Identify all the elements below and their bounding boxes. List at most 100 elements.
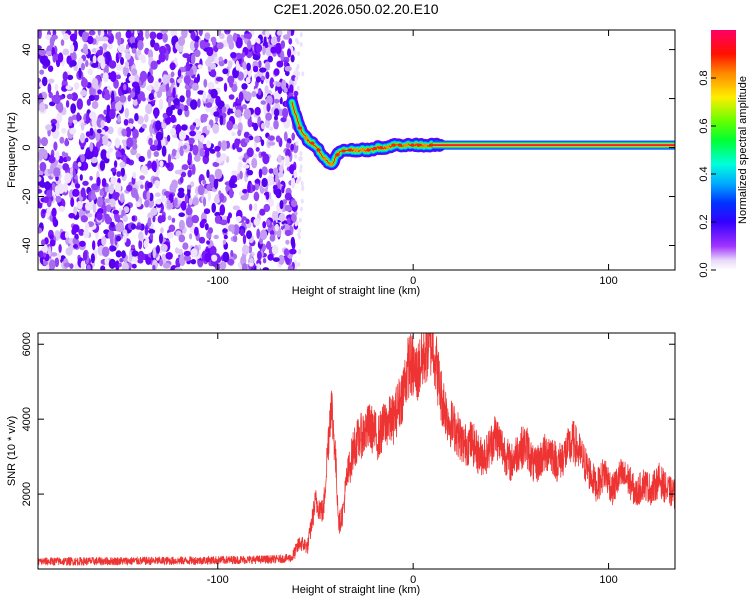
noise-blob xyxy=(152,247,156,259)
noise-blob xyxy=(223,234,228,240)
noise-blob xyxy=(90,193,97,201)
noise-blob xyxy=(72,224,80,233)
noise-blob xyxy=(158,98,164,111)
noise-blob xyxy=(297,71,300,77)
noise-blob xyxy=(108,108,116,120)
noise-blob xyxy=(299,151,303,156)
noise-blob xyxy=(183,250,192,257)
noise-blob xyxy=(132,143,138,150)
noise-blob xyxy=(206,183,212,191)
noise-blob xyxy=(79,132,86,144)
noise-blob xyxy=(81,78,88,88)
colorbar: 0.0 0.2 0.4 0.6 0.8 Normalized spectral ampl… xyxy=(698,30,749,278)
noise-blob xyxy=(254,106,261,116)
noise-blob xyxy=(189,68,194,77)
noise-blob xyxy=(76,112,81,122)
noise-blob xyxy=(92,202,97,214)
colorbar-tick-label: 0.0 xyxy=(698,262,710,277)
noise-blob xyxy=(139,175,145,181)
noise-blob xyxy=(178,219,185,231)
noise-blob xyxy=(70,103,77,114)
noise-blob xyxy=(41,239,46,247)
noise-blob xyxy=(293,169,298,179)
noise-blob xyxy=(235,60,240,71)
noise-blob xyxy=(131,68,138,76)
noise-blob xyxy=(194,41,199,50)
noise-blob xyxy=(191,82,199,91)
y-tick-label: 0 xyxy=(21,145,33,151)
noise-blob xyxy=(178,212,185,217)
snr-y-ticks: 2000 4000 6000 xyxy=(21,332,675,506)
noise-blob xyxy=(291,132,296,141)
noise-blob xyxy=(280,40,285,49)
noise-blob xyxy=(276,30,283,36)
noise-blob xyxy=(167,215,172,221)
noise-blob xyxy=(43,149,48,160)
noise-blob xyxy=(149,31,157,40)
spectrogram-panel: -100 0 100 -40 -20 0 20 40 Height of straight … xyxy=(6,29,676,297)
noise-blob xyxy=(106,150,111,159)
noise-blob xyxy=(298,228,302,233)
noise-blob xyxy=(240,216,247,221)
noise-blob xyxy=(103,109,107,115)
noise-blob xyxy=(107,43,113,50)
noise-blob xyxy=(265,71,270,79)
noise-blob xyxy=(259,67,267,73)
noise-blob xyxy=(220,153,227,161)
noise-blob xyxy=(71,114,78,121)
noise-blob xyxy=(102,72,109,83)
noise-blob xyxy=(293,90,299,97)
noise-blob xyxy=(260,75,266,81)
noise-blob xyxy=(100,119,105,129)
noise-blob xyxy=(128,75,133,82)
noise-blob xyxy=(62,48,70,56)
noise-blob xyxy=(121,262,129,270)
noise-blob xyxy=(137,250,145,262)
noise-blob xyxy=(297,262,301,268)
noise-blob xyxy=(265,30,270,38)
ridge-peak xyxy=(347,148,353,152)
ridge-peak xyxy=(366,148,371,152)
noise-blob xyxy=(38,176,42,182)
noise-blob xyxy=(246,147,254,158)
ridge-peak xyxy=(297,126,302,130)
snr-frame xyxy=(37,332,676,570)
noise-blob xyxy=(237,71,244,81)
noise-blob xyxy=(211,254,218,262)
noise-blob xyxy=(253,218,261,226)
noise-blob xyxy=(58,205,65,212)
noise-blob xyxy=(115,260,120,270)
noise-blob xyxy=(271,244,279,255)
noise-blob xyxy=(180,171,187,178)
noise-blob xyxy=(148,229,156,234)
noise-blob xyxy=(134,84,141,95)
noise-blob xyxy=(125,30,132,39)
noise-blob xyxy=(89,127,94,136)
noise-blob xyxy=(126,184,133,192)
noise-blob xyxy=(266,240,272,250)
noise-blob xyxy=(221,106,227,113)
noise-blob xyxy=(254,179,261,184)
noise-blob xyxy=(235,215,242,223)
noise-blob xyxy=(301,71,305,77)
ridge-peak xyxy=(303,136,309,140)
noise-blob xyxy=(51,182,56,191)
noise-blob xyxy=(145,103,153,115)
noise-blob xyxy=(248,245,253,254)
ridge-peak xyxy=(428,143,434,147)
noise-blob xyxy=(279,164,284,174)
ridge-peak xyxy=(316,148,321,152)
ridge-peak xyxy=(385,145,390,149)
noise-blob xyxy=(226,34,234,45)
noise-blob xyxy=(249,258,254,263)
noise-blob xyxy=(171,179,178,190)
noise-blob xyxy=(120,57,124,65)
noise-blob xyxy=(214,145,221,152)
ridge-peak xyxy=(310,141,315,145)
noise-blob xyxy=(47,83,52,94)
noise-blob xyxy=(141,123,147,129)
noise-blob xyxy=(161,145,167,157)
noise-blob xyxy=(161,122,167,129)
noise-blob xyxy=(284,192,292,201)
noise-blob xyxy=(183,105,189,112)
